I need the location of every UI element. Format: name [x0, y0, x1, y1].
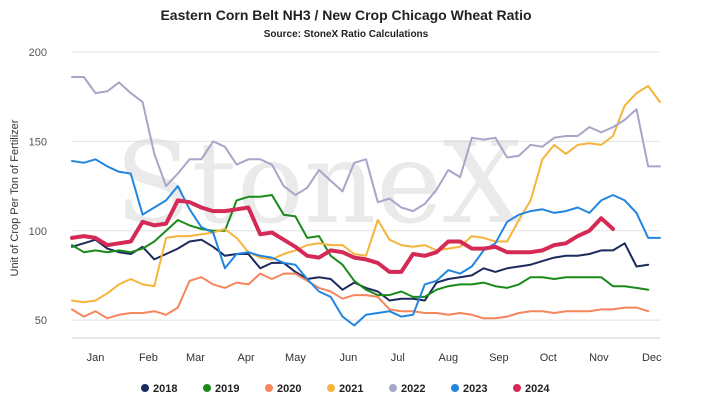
x-tick-label: May: [285, 352, 306, 364]
x-tick-labels: Jan Feb Mar Apr May Jun Jul Aug Sep Oct Nov Dec: [87, 352, 662, 364]
x-tick-label: Sep: [489, 352, 509, 364]
stonex-watermark: StoneX: [115, 119, 523, 249]
x-tick-label: Jul: [391, 352, 405, 364]
legend-label-2022[interactable]: 2022: [401, 383, 425, 395]
x-tick-label: Jan: [87, 352, 105, 364]
x-tick-label: Nov: [589, 352, 609, 364]
legend-label-2023[interactable]: 2023: [463, 383, 487, 395]
series-line-2023: [71, 158, 661, 327]
legend-marker-2023: [451, 384, 459, 392]
legend-marker-2019: [203, 384, 211, 392]
legend-label-2020[interactable]: 2020: [277, 383, 301, 395]
series-lines: [70, 76, 661, 327]
legend-label-2021[interactable]: 2021: [339, 383, 363, 395]
legend: 2018 2019 2020 2021 2022 2023 2024: [141, 383, 550, 395]
legend-marker-2022: [389, 384, 397, 392]
x-tick-label: Dec: [642, 352, 662, 364]
x-tick-label: Mar: [186, 352, 205, 364]
x-tick-label: Jun: [339, 352, 357, 364]
x-tick-label: Oct: [540, 352, 557, 364]
x-tick-label: Apr: [237, 352, 254, 364]
chart-subtitle: Source: StoneX Ratio Calculations: [264, 29, 429, 40]
legend-label-2024[interactable]: 2024: [525, 383, 550, 395]
y-tick-label: 100: [29, 226, 47, 238]
series-line-2021: [71, 85, 661, 304]
y-tick-label: 50: [35, 315, 47, 327]
y-tick-labels: 50 100 150 200: [29, 47, 47, 327]
y-tick-label: 200: [29, 47, 47, 59]
series-line-2024: [70, 198, 615, 274]
chart-title: Eastern Corn Belt NH3 / New Crop Chicago…: [160, 7, 531, 23]
y-tick-label: 150: [29, 136, 47, 148]
gridlines: [72, 51, 660, 339]
legend-label-2018[interactable]: 2018: [153, 383, 177, 395]
legend-label-2019[interactable]: 2019: [215, 383, 239, 395]
legend-marker-2024: [513, 384, 521, 392]
series-line-2020: [71, 272, 650, 320]
y-axis-label: Unit of Crop Per Ton of Fertilizer: [9, 119, 21, 276]
legend-marker-2021: [327, 384, 335, 392]
legend-marker-2018: [141, 384, 149, 392]
x-tick-label: Aug: [439, 352, 459, 364]
series-line-2022: [71, 76, 661, 213]
legend-marker-2020: [265, 384, 273, 392]
x-tick-label: Feb: [139, 352, 158, 364]
series-line-2019: [71, 194, 650, 298]
